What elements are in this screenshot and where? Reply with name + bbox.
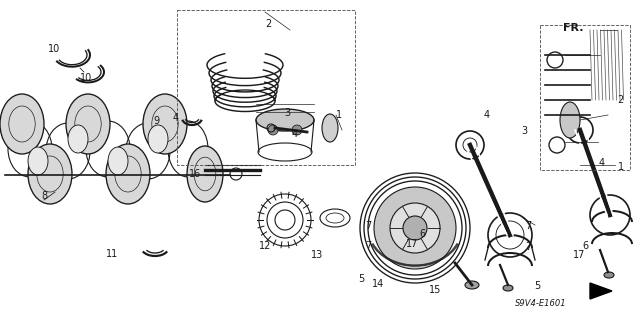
Ellipse shape xyxy=(143,94,187,154)
Ellipse shape xyxy=(148,125,168,153)
Text: 2: 2 xyxy=(618,95,624,106)
Text: 12: 12 xyxy=(259,241,272,251)
Circle shape xyxy=(390,203,440,253)
Text: 1: 1 xyxy=(618,162,624,173)
Text: 5: 5 xyxy=(358,274,365,284)
Text: 15: 15 xyxy=(429,285,442,295)
Text: 7: 7 xyxy=(365,241,371,251)
Ellipse shape xyxy=(187,146,223,202)
Text: 4: 4 xyxy=(598,158,605,168)
Text: FR.: FR. xyxy=(563,23,584,33)
Ellipse shape xyxy=(108,147,128,175)
Text: 11: 11 xyxy=(106,249,118,259)
Text: 7: 7 xyxy=(365,221,371,232)
Text: 6: 6 xyxy=(419,229,426,240)
Text: 2: 2 xyxy=(266,19,272,29)
Text: 5: 5 xyxy=(534,280,541,291)
Ellipse shape xyxy=(604,272,614,278)
Ellipse shape xyxy=(465,281,479,289)
Text: 6: 6 xyxy=(582,241,589,251)
Ellipse shape xyxy=(322,114,338,142)
Text: 1: 1 xyxy=(336,110,342,120)
Ellipse shape xyxy=(106,144,150,204)
Ellipse shape xyxy=(256,109,314,131)
Text: 16: 16 xyxy=(189,169,201,179)
Circle shape xyxy=(374,187,456,269)
Text: 3: 3 xyxy=(285,108,291,118)
Text: 7: 7 xyxy=(525,242,531,252)
Ellipse shape xyxy=(66,94,110,154)
Text: 13: 13 xyxy=(310,250,323,260)
Text: 3: 3 xyxy=(522,126,528,136)
Text: 4: 4 xyxy=(483,110,490,120)
Ellipse shape xyxy=(68,125,88,153)
Text: 10: 10 xyxy=(48,44,61,55)
Text: 4: 4 xyxy=(291,129,298,139)
Text: S9V4-E1601: S9V4-E1601 xyxy=(515,299,566,308)
Text: 10: 10 xyxy=(80,73,92,83)
Text: 17: 17 xyxy=(573,250,585,260)
Ellipse shape xyxy=(560,102,580,138)
Text: 4: 4 xyxy=(173,113,179,123)
Text: 9: 9 xyxy=(154,116,160,126)
Polygon shape xyxy=(590,283,612,299)
Text: 14: 14 xyxy=(371,279,384,289)
Circle shape xyxy=(268,125,278,135)
Circle shape xyxy=(292,125,302,135)
Text: 8: 8 xyxy=(42,191,48,201)
Text: 17: 17 xyxy=(406,239,419,249)
Ellipse shape xyxy=(0,94,44,154)
Ellipse shape xyxy=(28,147,48,175)
Text: 7: 7 xyxy=(525,221,531,232)
Ellipse shape xyxy=(503,285,513,291)
Ellipse shape xyxy=(28,144,72,204)
Circle shape xyxy=(403,216,427,240)
